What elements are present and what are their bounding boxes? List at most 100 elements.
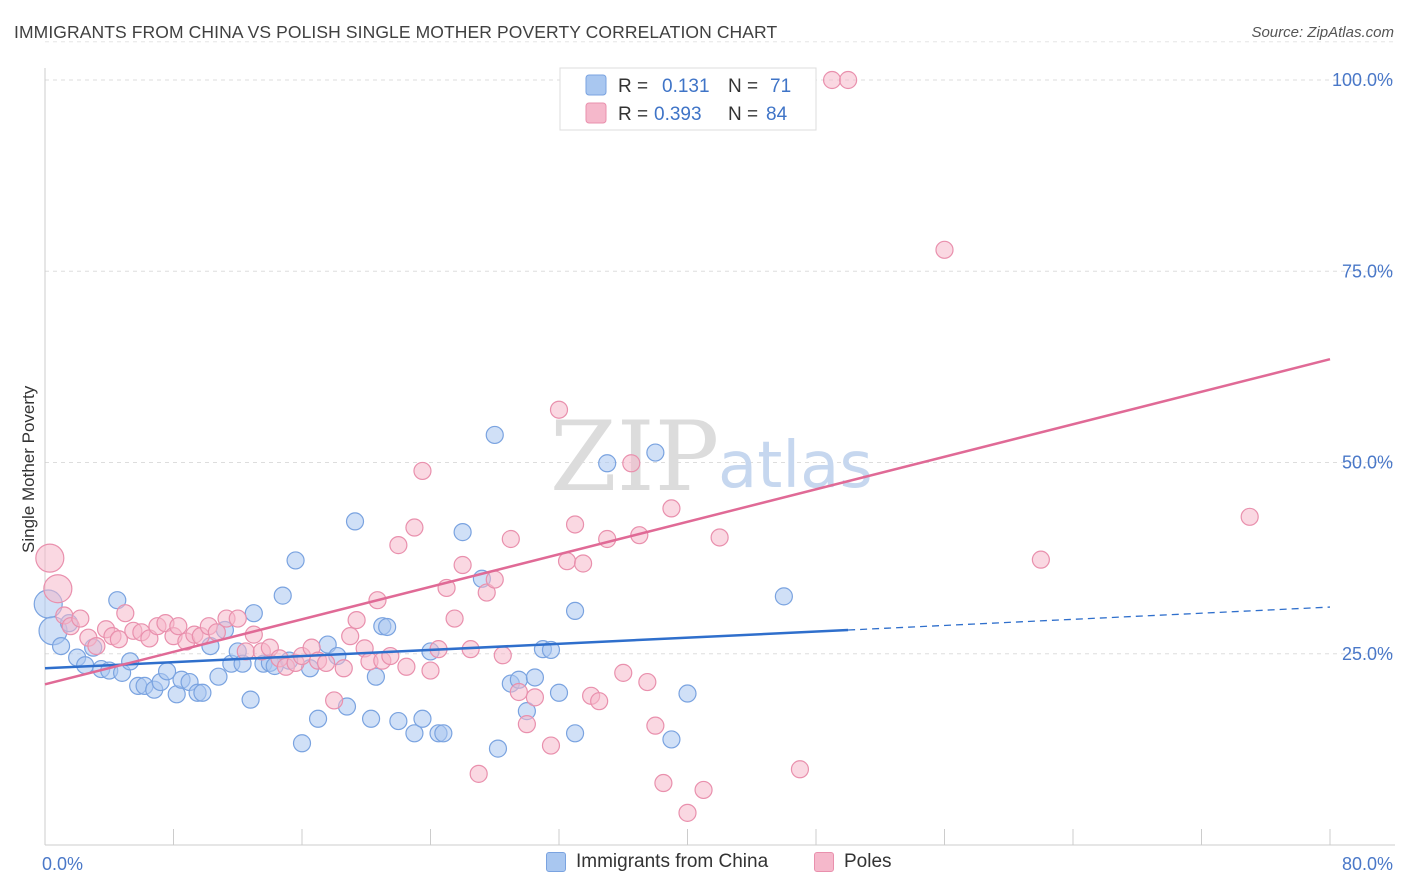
poles-point-37 xyxy=(334,659,353,678)
poles-point-36 xyxy=(325,691,344,710)
poles-point-81 xyxy=(790,760,810,779)
china-point-9 xyxy=(108,591,127,610)
poles-point-70 xyxy=(598,529,617,549)
poles-point-72 xyxy=(622,454,641,473)
poles-point-38 xyxy=(341,627,360,646)
china-point-68 xyxy=(662,730,681,749)
poles-point-46 xyxy=(397,657,416,676)
legend-pink-r-label: R = xyxy=(618,104,648,125)
poles-point-84 xyxy=(935,240,954,259)
poles-point-67 xyxy=(573,554,593,573)
legend-label-poles: Poles xyxy=(844,851,892,872)
china-point-53 xyxy=(453,523,472,542)
poles-point-52 xyxy=(445,609,464,628)
poles-point-86 xyxy=(1240,507,1259,526)
poles-point-44 xyxy=(381,646,400,666)
china-point-60 xyxy=(525,668,545,687)
poles-point-4 xyxy=(71,609,90,628)
china-point-48 xyxy=(405,724,424,743)
poles-point-60 xyxy=(509,682,528,702)
china-point-21 xyxy=(193,683,212,702)
legend-pink-n-label: N = xyxy=(728,104,758,125)
poles-point-58 xyxy=(493,646,512,665)
poles-point-59 xyxy=(501,529,520,549)
poles-point-74 xyxy=(638,672,657,692)
legend-blue-n-label: N = xyxy=(728,76,758,97)
stats-legend: R = 0.131 N = 71 R = 0.393 N = 84 xyxy=(559,67,817,131)
series-poles xyxy=(35,70,1259,822)
legend-label-immigrants-from-china: Immigrants from China xyxy=(576,851,769,872)
legend-blue-r-value: 0.131 xyxy=(662,76,710,97)
china-point-47 xyxy=(389,711,408,731)
poles-point-56 xyxy=(477,583,496,602)
poles-point-35 xyxy=(316,653,336,673)
poles-point-49 xyxy=(421,661,440,680)
poles-point-66 xyxy=(565,515,585,534)
trend-line-poles xyxy=(44,358,1331,686)
china-point-63 xyxy=(549,683,569,702)
china-point-65 xyxy=(565,601,585,621)
y-tick-label-75: 75.0% xyxy=(1342,261,1393,281)
legend-item-poles: Poles xyxy=(814,851,892,873)
china-point-28 xyxy=(241,690,260,709)
china-point-46 xyxy=(378,617,397,637)
poles-point-63 xyxy=(541,736,561,755)
poles-point-47 xyxy=(405,518,424,537)
legend-pink-swatch xyxy=(585,102,607,124)
china-point-66 xyxy=(598,454,617,473)
legend-blue-n-value: 71 xyxy=(770,76,791,97)
legend-blue-swatch xyxy=(585,74,607,96)
poles-point-79 xyxy=(694,780,713,800)
trend-line-china-extension xyxy=(848,606,1331,631)
china-point-67 xyxy=(646,443,665,462)
poles-point-69 xyxy=(590,692,609,711)
china-point-43 xyxy=(361,709,381,728)
poles-point-26 xyxy=(244,625,263,644)
poles-point-57 xyxy=(485,570,504,589)
legend-pink-r-value: 0.393 xyxy=(654,104,702,125)
poles-point-65 xyxy=(557,552,577,571)
poles-point-80 xyxy=(710,528,729,547)
poles-point-6 xyxy=(87,636,106,656)
legend-pink-n-value: 84 xyxy=(766,104,788,125)
china-point-56 xyxy=(488,739,508,758)
legend-item-immigrants-from-china: Immigrants from China xyxy=(546,851,768,873)
legend-swatch-blue xyxy=(546,852,566,872)
legend-swatch-pink xyxy=(814,852,834,872)
poles-point-48 xyxy=(413,461,432,481)
poles-point-82 xyxy=(822,70,842,90)
china-point-52 xyxy=(434,724,453,743)
x-tick-label-max: 80.0% xyxy=(1342,854,1393,874)
poles-point-61 xyxy=(517,715,536,734)
gridlines xyxy=(45,41,1395,655)
poles-point-76 xyxy=(654,773,673,793)
trend-line-china xyxy=(44,628,849,670)
china-point-2 xyxy=(51,636,71,656)
poles-point-71 xyxy=(614,663,633,682)
china-point-33 xyxy=(273,586,292,605)
y-axis-label: Single Mother Poverty xyxy=(19,385,38,553)
china-point-49 xyxy=(413,709,432,728)
china-point-55 xyxy=(485,425,504,445)
china-point-42 xyxy=(345,512,365,531)
poles-point-53 xyxy=(453,555,472,575)
x-tick-label-min: 0.0% xyxy=(42,854,83,874)
poles-point-17 xyxy=(169,617,188,636)
legend-blue-r-label: R = xyxy=(618,76,648,97)
watermark: ZIP atlas xyxy=(550,401,873,513)
china-point-70 xyxy=(774,587,793,606)
poles-point-85 xyxy=(1031,550,1050,569)
china-point-62 xyxy=(541,640,561,660)
china-point-69 xyxy=(678,684,697,703)
china-point-64 xyxy=(565,724,585,743)
poles-point-0 xyxy=(35,543,65,573)
poles-point-9 xyxy=(109,630,128,649)
poles-point-10 xyxy=(116,604,135,623)
axes: 25.0% 50.0% 75.0% 100.0% 0.0% 80.0% xyxy=(42,68,1395,874)
china-point-36 xyxy=(292,734,312,753)
poles-point-83 xyxy=(839,70,858,90)
y-tick-label-100: 100.0% xyxy=(1332,70,1393,90)
poles-point-45 xyxy=(389,536,408,555)
china-point-38 xyxy=(308,709,328,728)
